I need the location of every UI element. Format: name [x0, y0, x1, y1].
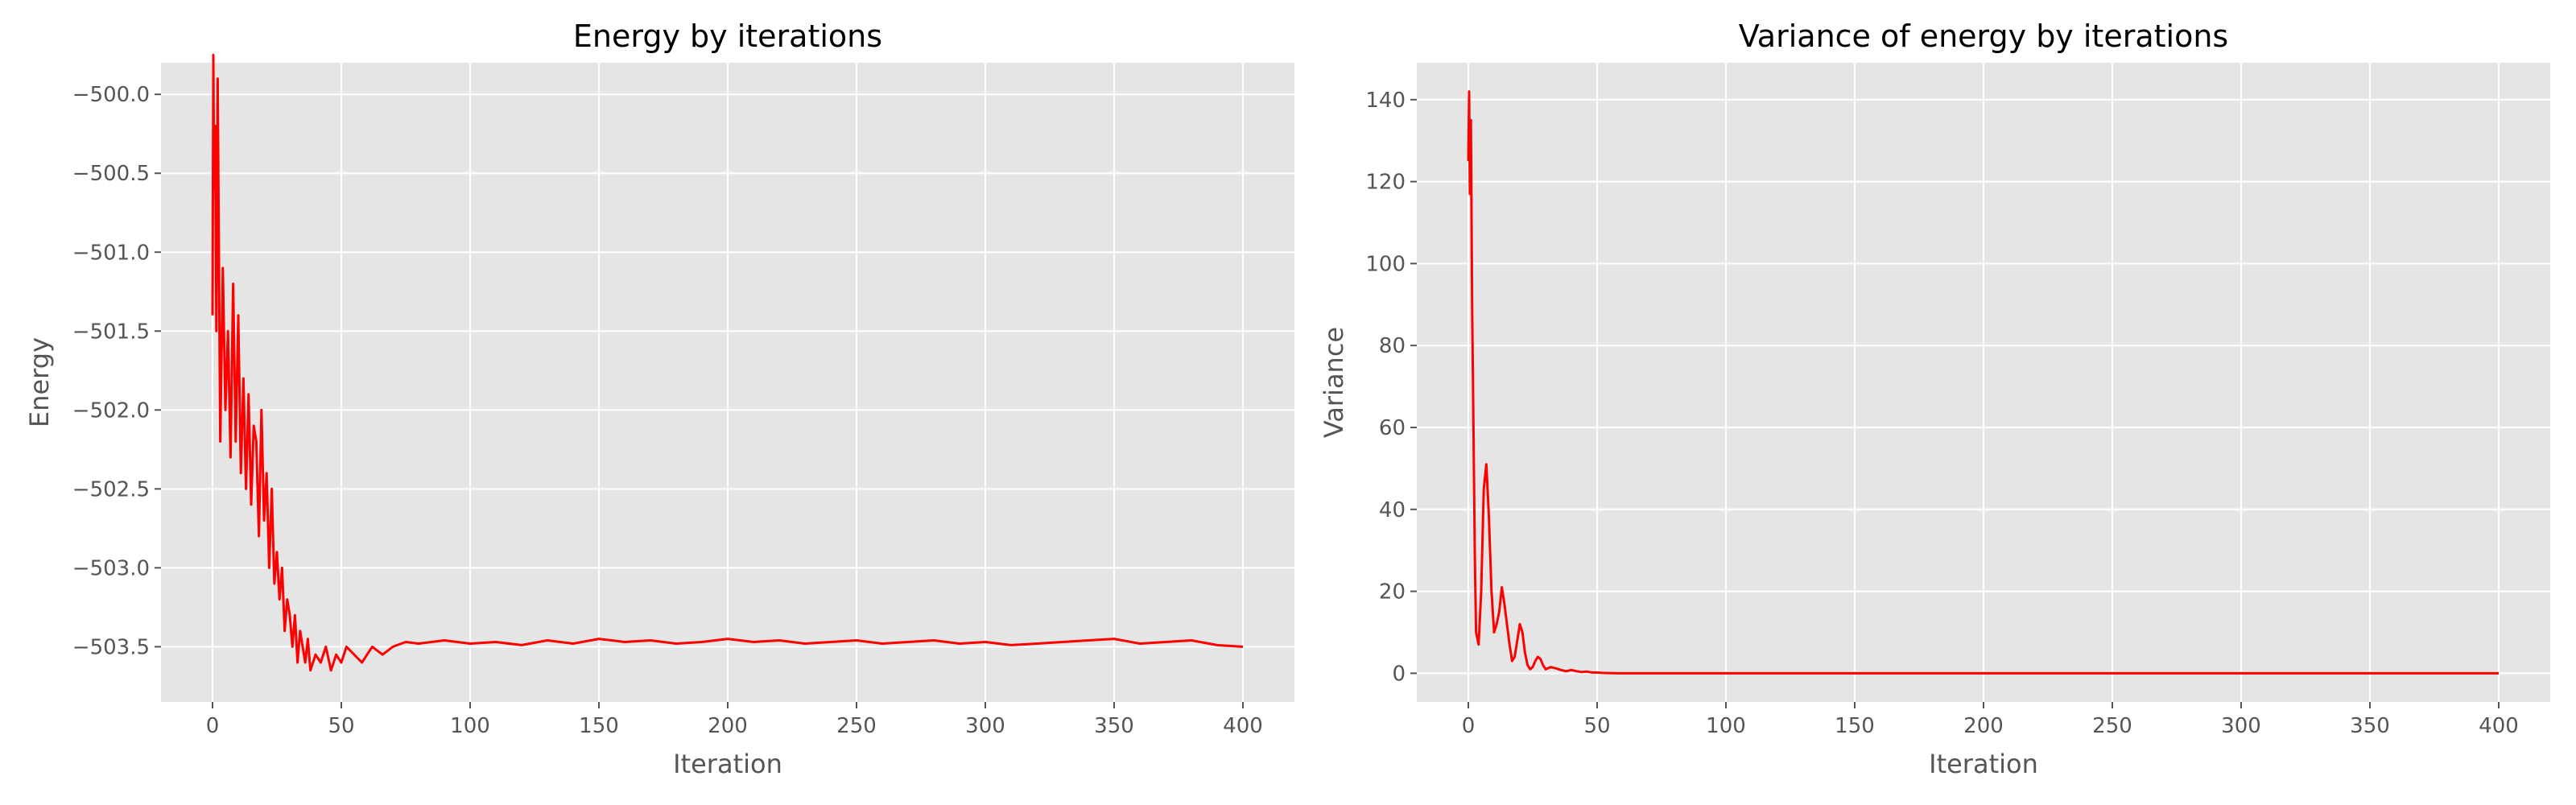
variance-series-line [1467, 90, 2499, 675]
variance-x-tick-label: 300 [2221, 714, 2261, 738]
variance-x-tick-label: 150 [1835, 714, 1875, 738]
variance-y-tick-label: 140 [1365, 89, 1406, 113]
energy-x-tick-label: 200 [708, 714, 748, 738]
variance-y-tick-label: 40 [1379, 498, 1406, 522]
energy-chart: 0 50 100 150 200 250 300 350 400 −500.0 −500.5 −501… [24, 19, 1294, 779]
variance-x-axis-label: Iteration [1929, 749, 2038, 779]
energy-y-tick-label: −503.0 [72, 556, 150, 580]
energy-chart-title: Energy by iterations [573, 19, 882, 54]
variance-x-tick-label: 50 [1583, 714, 1610, 738]
variance-chart: 0 50 100 150 200 250 300 350 400 0 20 40 60 80 100 120 1… [1319, 19, 2550, 779]
energy-x-tick-label: 250 [836, 714, 877, 738]
energy-series-line [211, 53, 1244, 672]
variance-y-tick-label: 60 [1379, 416, 1406, 440]
energy-x-tick-label: 300 [965, 714, 1005, 738]
variance-ticks: 0 50 100 150 200 250 300 350 400 0 20 40 60 80 100 120 1… [1365, 89, 2518, 738]
energy-y-tick-label: −503.5 [72, 635, 150, 659]
energy-y-tick-label: −502.0 [72, 398, 150, 423]
variance-y-tick-label: 0 [1392, 662, 1406, 686]
energy-y-tick-label: −501.0 [72, 241, 150, 265]
energy-y-tick-label: −500.5 [72, 162, 150, 186]
energy-series [211, 53, 1244, 672]
energy-x-tick-label: 50 [328, 714, 354, 738]
energy-y-axis-label: Energy [24, 337, 55, 427]
variance-y-tick-label: 120 [1365, 171, 1406, 195]
variance-x-tick-label: 400 [2479, 714, 2519, 738]
variance-x-tick-label: 0 [1462, 714, 1476, 738]
energy-x-tick-label: 0 [206, 714, 220, 738]
variance-y-axis-label: Variance [1319, 327, 1349, 438]
energy-y-tick-label: −502.5 [72, 477, 150, 502]
variance-y-tick-label: 100 [1365, 252, 1406, 276]
energy-y-tick-label: −501.5 [72, 320, 150, 344]
energy-x-tick-label: 350 [1094, 714, 1134, 738]
energy-grid [161, 63, 1294, 702]
variance-x-tick-label: 350 [2350, 714, 2390, 738]
variance-x-tick-label: 250 [2092, 714, 2132, 738]
energy-y-tick-label: −500.0 [72, 83, 150, 107]
variance-chart-title: Variance of energy by iterations [1739, 19, 2228, 54]
energy-x-tick-label: 400 [1223, 714, 1263, 738]
energy-x-tick-label: 100 [450, 714, 490, 738]
energy-x-axis-label: Iteration [673, 749, 782, 779]
energy-ticks: 0 50 100 150 200 250 300 350 400 −500.0 −500.5 −501… [72, 83, 1263, 738]
variance-x-tick-label: 100 [1706, 714, 1746, 738]
energy-x-tick-label: 150 [579, 714, 619, 738]
variance-y-tick-label: 20 [1379, 580, 1406, 605]
variance-y-tick-label: 80 [1379, 334, 1406, 358]
variance-x-tick-label: 200 [1963, 714, 2004, 738]
variance-series [1467, 90, 2499, 675]
